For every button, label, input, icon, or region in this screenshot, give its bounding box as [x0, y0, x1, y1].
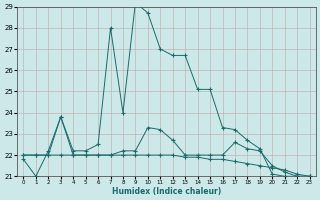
X-axis label: Humidex (Indice chaleur): Humidex (Indice chaleur) — [112, 187, 221, 196]
